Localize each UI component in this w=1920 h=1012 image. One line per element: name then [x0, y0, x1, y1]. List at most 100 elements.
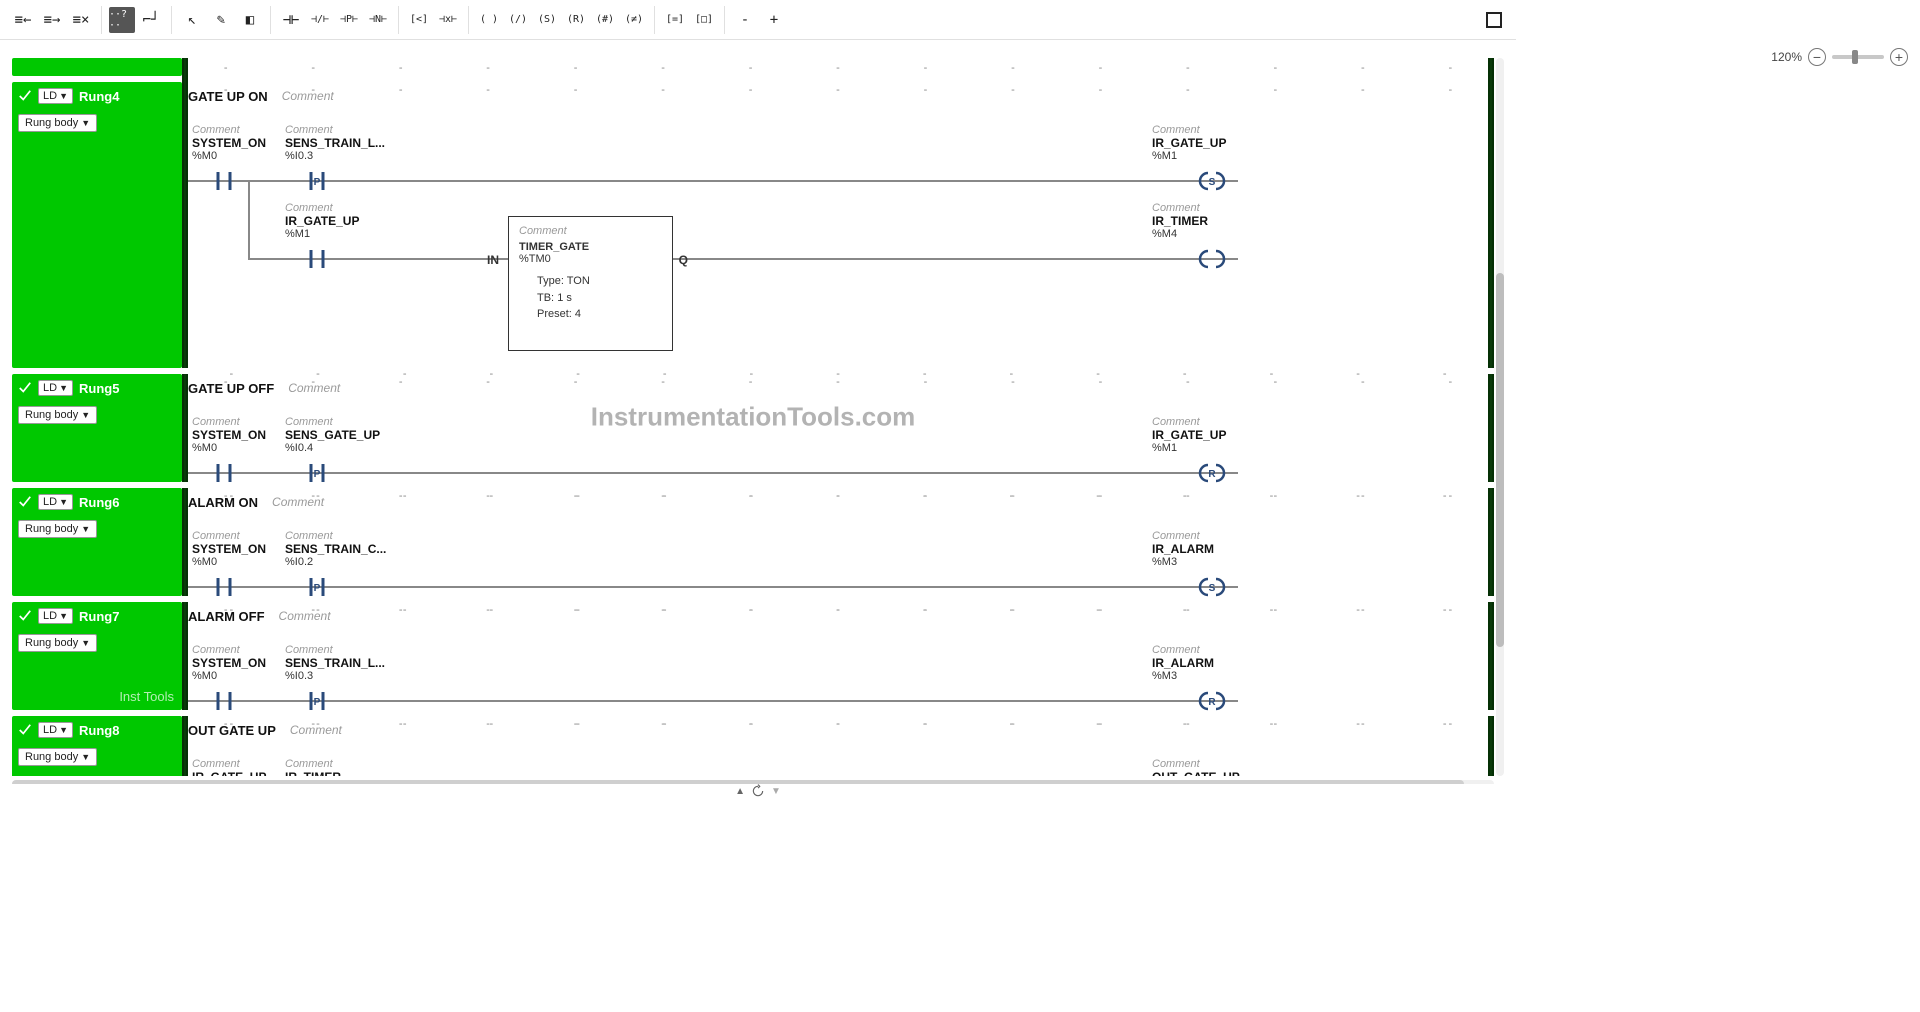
element-label: Comment OUT_GATE_UP %Q0.0	[1152, 758, 1240, 776]
ladder-network: Comment IR_GATE_UP %M1 Comment IR_TIMER …	[188, 740, 1488, 776]
rung-view-select[interactable]: Rung body▼	[18, 520, 97, 538]
coil[interactable]: S	[1200, 170, 1224, 192]
ladder-editor[interactable]: --------------- LD▼ Rung4 Rung body▼ GAT…	[12, 58, 1494, 776]
contact[interactable]: P	[303, 462, 331, 484]
element-label: Comment IR_GATE_UP %M1	[192, 758, 266, 776]
rung-comment[interactable]: Comment	[288, 381, 340, 395]
svg-text:P: P	[314, 469, 321, 480]
element-label: Comment IR_TIMER %M4	[285, 758, 341, 776]
contact[interactable]: P	[303, 170, 331, 192]
rung-sidebar[interactable]: LD▼ Rung7 Rung body▼ Inst Tools	[12, 602, 182, 710]
coil[interactable]: R	[1200, 462, 1224, 484]
zoom-in-button[interactable]: +	[1890, 48, 1908, 66]
rung-comment[interactable]: Comment	[279, 609, 331, 623]
rung-view-select[interactable]: Rung body▼	[18, 114, 97, 132]
minus-icon[interactable]: -	[732, 7, 758, 33]
contact[interactable]	[210, 462, 238, 484]
set-coil-icon[interactable]: (S)	[534, 7, 560, 33]
rung-view-select[interactable]: Rung body▼	[18, 634, 97, 652]
comment-mode-icon[interactable]: ··?··	[109, 7, 135, 33]
delete-rung-icon[interactable]: ≡×	[68, 7, 94, 33]
rung-sidebar[interactable]	[12, 58, 182, 76]
rung-body[interactable]: GATE UP ON Comment--------------- Commen…	[182, 82, 1494, 368]
power-rail-right	[1488, 716, 1494, 776]
svg-text:P: P	[314, 177, 321, 188]
reset-coil-icon[interactable]: (R)	[563, 7, 589, 33]
zoom-slider[interactable]	[1832, 55, 1884, 59]
rung-body[interactable]: ALARM ON Comment--------------- Comment …	[182, 488, 1494, 596]
rung-comment[interactable]: Comment	[282, 89, 334, 103]
ladder-network: Comment SYSTEM_ON %M0 Comment SENS_TRAIN…	[188, 512, 1488, 600]
maximize-icon[interactable]	[1486, 12, 1502, 28]
insert-rung-after-icon[interactable]: ≡→	[39, 7, 65, 33]
vertical-scrollbar-thumb[interactable]	[1496, 273, 1504, 646]
check-icon	[18, 723, 32, 737]
eraser-icon[interactable]: ◧	[237, 7, 263, 33]
rung-name-label: Rung6	[79, 495, 119, 510]
workspace: --------------- LD▼ Rung4 Rung body▼ GAT…	[0, 40, 1516, 798]
check-icon	[18, 381, 32, 395]
contact-falling-icon[interactable]: ⊣N⊢	[365, 7, 391, 33]
language-select[interactable]: LD▼	[38, 88, 73, 104]
function-block-icon[interactable]: [□]	[691, 7, 717, 33]
rung-comment[interactable]: Comment	[290, 723, 342, 737]
zoom-slider-thumb[interactable]	[1852, 50, 1858, 64]
contact[interactable]	[210, 690, 238, 712]
rung-view-select[interactable]: Rung body▼	[18, 406, 97, 424]
pointer-icon[interactable]: ↖	[179, 7, 205, 33]
coil-icon[interactable]: ( )	[476, 7, 502, 33]
insert-rung-before-icon[interactable]: ≡←	[10, 7, 36, 33]
rung-body[interactable]: ALARM OFF Comment--------------- Comment…	[182, 602, 1494, 710]
compare-block-icon[interactable]: [<]	[406, 7, 432, 33]
coil[interactable]	[1200, 248, 1224, 270]
coil[interactable]: S	[1200, 576, 1224, 598]
language-select[interactable]: LD▼	[38, 380, 73, 396]
contact[interactable]: P	[303, 576, 331, 598]
language-select[interactable]: LD▼	[38, 722, 73, 738]
rung-strip_only: ---------------	[12, 58, 1494, 76]
contact[interactable]	[210, 576, 238, 598]
rung-body[interactable]: GATE UP OFF Comment--------------- Comme…	[182, 374, 1494, 482]
rung-view-select[interactable]: Rung body▼	[18, 748, 97, 766]
rung-sidebar[interactable]: LD▼ Rung5 Rung body▼	[12, 374, 182, 482]
plus-icon[interactable]: +	[761, 7, 787, 33]
rising-coil-icon[interactable]: (#)	[592, 7, 618, 33]
pencil-icon[interactable]: ✎	[208, 7, 234, 33]
inst-tools-label: Inst Tools	[119, 689, 174, 704]
rung-rung6: LD▼ Rung6 Rung body▼ ALARM ON Comment---…	[12, 488, 1494, 596]
branch-mode-icon[interactable]: ⌐┘	[138, 7, 164, 33]
contact[interactable]	[303, 248, 331, 270]
rung-sidebar[interactable]: LD▼ Rung4 Rung body▼	[12, 82, 182, 368]
rung-body[interactable]: OUT GATE UP Comment--------------- Comme…	[182, 716, 1494, 776]
xor-contact-icon[interactable]: ⊣x⊢	[435, 7, 461, 33]
coil[interactable]: R	[1200, 690, 1224, 712]
wire	[188, 700, 1238, 702]
wire	[188, 472, 1238, 474]
power-rail-right	[1488, 374, 1494, 482]
contact-nc-icon[interactable]: ⊣/⊢	[307, 7, 333, 33]
bottom-panel-collapse[interactable]: ▲ ▼	[0, 784, 1516, 798]
rung-rung8: LD▼ Rung8 Rung body▼ OUT GATE UP Comment…	[12, 716, 1494, 776]
rung-title: ALARM ON	[188, 495, 258, 510]
falling-coil-icon[interactable]: (≠)	[621, 7, 647, 33]
contact[interactable]: P	[303, 690, 331, 712]
operate-block-icon[interactable]: [=]	[662, 7, 688, 33]
contact[interactable]	[210, 170, 238, 192]
fb-out-label: Q	[679, 253, 688, 267]
rung-sidebar[interactable]: LD▼ Rung8 Rung body▼	[12, 716, 182, 776]
neg-coil-icon[interactable]: (/)	[505, 7, 531, 33]
check-icon	[18, 495, 32, 509]
vertical-scrollbar[interactable]	[1496, 58, 1504, 776]
app-root: ≡←≡→≡×··?··⌐┘↖✎◧⊣⊢⊣/⊢⊣P⊢⊣N⊢[<]⊣x⊢( )(/)(…	[0, 0, 1516, 798]
language-select[interactable]: LD▼	[38, 494, 73, 510]
contact-rising-icon[interactable]: ⊣P⊢	[336, 7, 362, 33]
power-rail-right	[1488, 602, 1494, 710]
rung-comment[interactable]: Comment	[272, 495, 324, 509]
timer-block[interactable]: IN Q Comment TIMER_GATE %TM0 Type: TONTB…	[508, 216, 673, 351]
rung-rung7: LD▼ Rung7 Rung body▼ Inst ToolsALARM OFF…	[12, 602, 1494, 710]
contact-no-icon[interactable]: ⊣⊢	[278, 7, 304, 33]
zoom-out-button[interactable]: −	[1808, 48, 1826, 66]
rung-sidebar[interactable]: LD▼ Rung6 Rung body▼	[12, 488, 182, 596]
language-select[interactable]: LD▼	[38, 608, 73, 624]
main-toolbar: ≡←≡→≡×··?··⌐┘↖✎◧⊣⊢⊣/⊢⊣P⊢⊣N⊢[<]⊣x⊢( )(/)(…	[0, 0, 1516, 40]
